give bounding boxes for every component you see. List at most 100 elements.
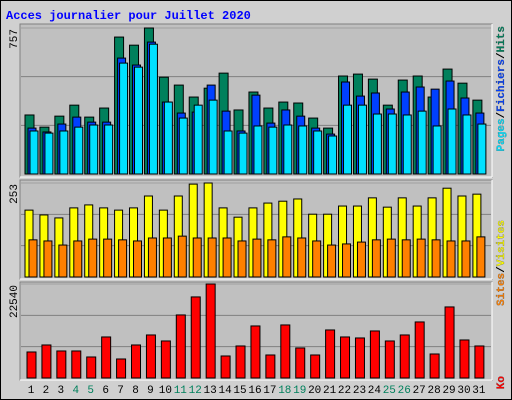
bar	[328, 135, 338, 175]
bar	[444, 306, 455, 379]
bar	[476, 236, 486, 278]
bar	[89, 124, 99, 175]
x-tick-label: 21	[323, 385, 337, 397]
bar	[162, 237, 172, 278]
bar	[163, 101, 173, 175]
x-tick-label: 5	[87, 385, 94, 397]
legend: Sites/Visites	[496, 220, 508, 306]
legend-separator: /	[496, 266, 508, 273]
x-tick-label: 22	[338, 385, 351, 397]
x-tick-label: 17	[263, 385, 276, 397]
x-tick-label: 3	[58, 385, 65, 397]
bar	[28, 239, 38, 278]
bar	[205, 283, 216, 379]
x-tick-label: 14	[218, 385, 232, 397]
bar	[402, 114, 412, 175]
x-tick-label: 2	[43, 385, 50, 397]
x-tick-label: 8	[132, 385, 139, 397]
bar	[147, 237, 157, 278]
x-tick-label: 6	[102, 385, 109, 397]
x-tick-label: 25	[383, 385, 396, 397]
bar	[462, 114, 472, 175]
bar	[371, 239, 381, 278]
bar	[343, 104, 353, 175]
bar	[101, 336, 112, 379]
bar	[104, 124, 114, 175]
legend-entry: Sites	[496, 273, 508, 306]
bar	[297, 237, 307, 278]
bar	[88, 238, 98, 278]
bar	[401, 239, 411, 278]
legend-entry: Hits	[496, 26, 508, 52]
bar	[134, 66, 144, 175]
bar	[177, 235, 187, 278]
bar	[474, 345, 485, 379]
bar	[429, 353, 440, 379]
legend-entry: Fichiers	[496, 59, 508, 112]
bar	[238, 132, 248, 175]
bar	[432, 125, 442, 175]
bar	[73, 240, 83, 278]
bar	[354, 337, 365, 379]
bar	[372, 113, 382, 175]
bar	[267, 239, 277, 278]
bar	[252, 238, 262, 278]
bar	[461, 240, 471, 278]
x-tick-label: 9	[147, 385, 154, 397]
bar	[384, 340, 395, 379]
bar	[175, 314, 186, 379]
bar	[237, 240, 247, 278]
bar	[26, 351, 37, 379]
x-tick-label: 18	[278, 385, 291, 397]
bar	[342, 243, 352, 278]
x-tick-label: 27	[413, 385, 426, 397]
bar	[283, 124, 293, 175]
x-tick-label: 4	[72, 385, 79, 397]
bar	[223, 130, 233, 175]
bar	[41, 344, 52, 379]
bar	[356, 241, 366, 278]
bar	[325, 329, 336, 379]
bar	[74, 126, 84, 175]
bar	[327, 244, 337, 278]
bar	[208, 99, 218, 175]
bar	[86, 356, 97, 379]
bar	[207, 237, 217, 278]
bar	[119, 62, 129, 175]
bar	[357, 104, 367, 175]
bar	[148, 43, 158, 175]
bar	[313, 130, 323, 175]
bar	[220, 355, 231, 379]
bar	[369, 330, 380, 379]
x-tick-label: 11	[174, 385, 188, 397]
bar	[253, 125, 263, 175]
bar	[417, 110, 427, 175]
x-tick-label: 7	[117, 385, 124, 397]
bar	[446, 240, 456, 278]
bar	[310, 354, 321, 379]
y-tick-label: 757	[9, 29, 21, 49]
bar	[59, 130, 69, 175]
bar	[44, 132, 54, 175]
bar	[295, 347, 306, 379]
bar	[222, 237, 232, 278]
x-tick-label: 1	[28, 385, 35, 397]
bar	[312, 240, 322, 278]
bar	[416, 238, 426, 278]
bar	[282, 236, 292, 278]
bar	[145, 334, 156, 379]
x-tick-label: 16	[248, 385, 261, 397]
bar	[71, 350, 82, 379]
bar	[340, 336, 351, 379]
bar	[160, 340, 171, 379]
bar	[58, 244, 68, 278]
x-tick-label: 20	[308, 385, 321, 397]
x-tick-label: 19	[293, 385, 306, 397]
x-tick-label: 10	[159, 385, 172, 397]
legend-entry: Pages	[496, 118, 508, 151]
y-tick-label: 22540	[9, 285, 21, 318]
bar	[387, 113, 397, 175]
x-tick-label: 13	[204, 385, 217, 397]
bar	[459, 339, 470, 379]
